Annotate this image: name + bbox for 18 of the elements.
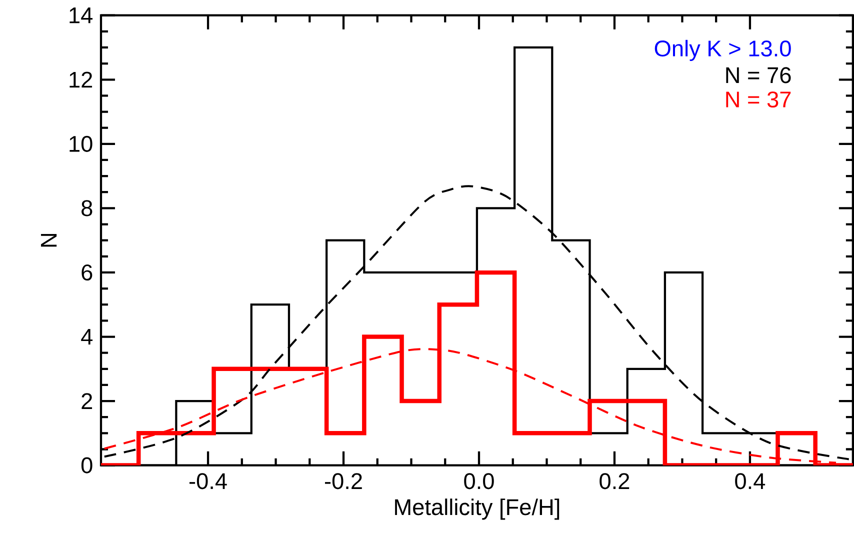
- y-tick-label: 10: [70, 136, 92, 152]
- x-tick-label: 0.4: [735, 472, 766, 490]
- y-axis-title: N: [40, 234, 57, 246]
- y-tick-label: 4: [81, 328, 93, 344]
- y-tick-label: 8: [82, 200, 92, 216]
- y-tick-label: 0: [81, 457, 92, 474]
- x-tick-label: -0.4: [190, 472, 227, 490]
- x-axis-title: Metallicity [Fe/H]: [395, 498, 560, 520]
- y-tick-label: 12: [70, 72, 92, 88]
- annotation: N = 76: [726, 67, 791, 84]
- x-tick-label: 0.2: [600, 472, 630, 490]
- x-tick-label: -0.2: [324, 472, 362, 490]
- annotation: N = 37: [726, 91, 791, 108]
- y-tick-label: 6: [82, 264, 92, 280]
- y-tick-label: 14: [70, 7, 93, 23]
- annotation: Only K > 13.0: [654, 40, 791, 61]
- x-tick-label: 0.0: [464, 472, 494, 490]
- y-tick-label: 2: [82, 392, 92, 409]
